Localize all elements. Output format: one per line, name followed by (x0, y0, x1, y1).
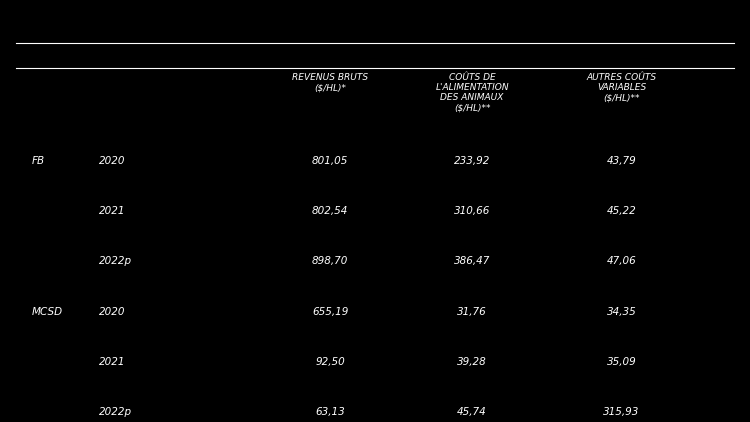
Text: 386,47: 386,47 (454, 256, 491, 266)
Text: 655,19: 655,19 (312, 307, 348, 316)
Text: 45,22: 45,22 (607, 206, 637, 216)
Text: 801,05: 801,05 (312, 156, 348, 166)
Text: 63,13: 63,13 (315, 407, 345, 417)
Text: FB: FB (32, 156, 44, 166)
Text: 233,92: 233,92 (454, 156, 491, 166)
Text: REVENUS BRUTS
($/HL)*: REVENUS BRUTS ($/HL)* (292, 73, 368, 92)
Text: 47,06: 47,06 (607, 256, 637, 266)
Text: 802,54: 802,54 (312, 206, 348, 216)
Text: 39,28: 39,28 (458, 357, 487, 367)
Text: 43,79: 43,79 (607, 156, 637, 166)
Text: 2022p: 2022p (98, 407, 132, 417)
Text: 92,50: 92,50 (315, 357, 345, 367)
Text: 2021: 2021 (98, 357, 125, 367)
Text: 35,09: 35,09 (607, 357, 637, 367)
Text: AUTRES COÛTS
VARIABLES
($/HL)**: AUTRES COÛTS VARIABLES ($/HL)** (586, 73, 657, 103)
Text: 2020: 2020 (98, 156, 125, 166)
Text: 34,35: 34,35 (607, 307, 637, 316)
Text: 31,76: 31,76 (458, 307, 487, 316)
Text: 2020: 2020 (98, 307, 125, 316)
Text: 2022p: 2022p (98, 256, 132, 266)
Text: 315,93: 315,93 (604, 407, 640, 417)
Text: COÛTS DE
L'ALIMENTATION
DES ANIMAUX
($/HL)**: COÛTS DE L'ALIMENTATION DES ANIMAUX ($/H… (435, 73, 509, 113)
Text: 310,66: 310,66 (454, 206, 491, 216)
Text: MCSD: MCSD (32, 307, 62, 316)
Text: 2021: 2021 (98, 206, 125, 216)
Text: 898,70: 898,70 (312, 256, 348, 266)
Text: 45,74: 45,74 (458, 407, 487, 417)
